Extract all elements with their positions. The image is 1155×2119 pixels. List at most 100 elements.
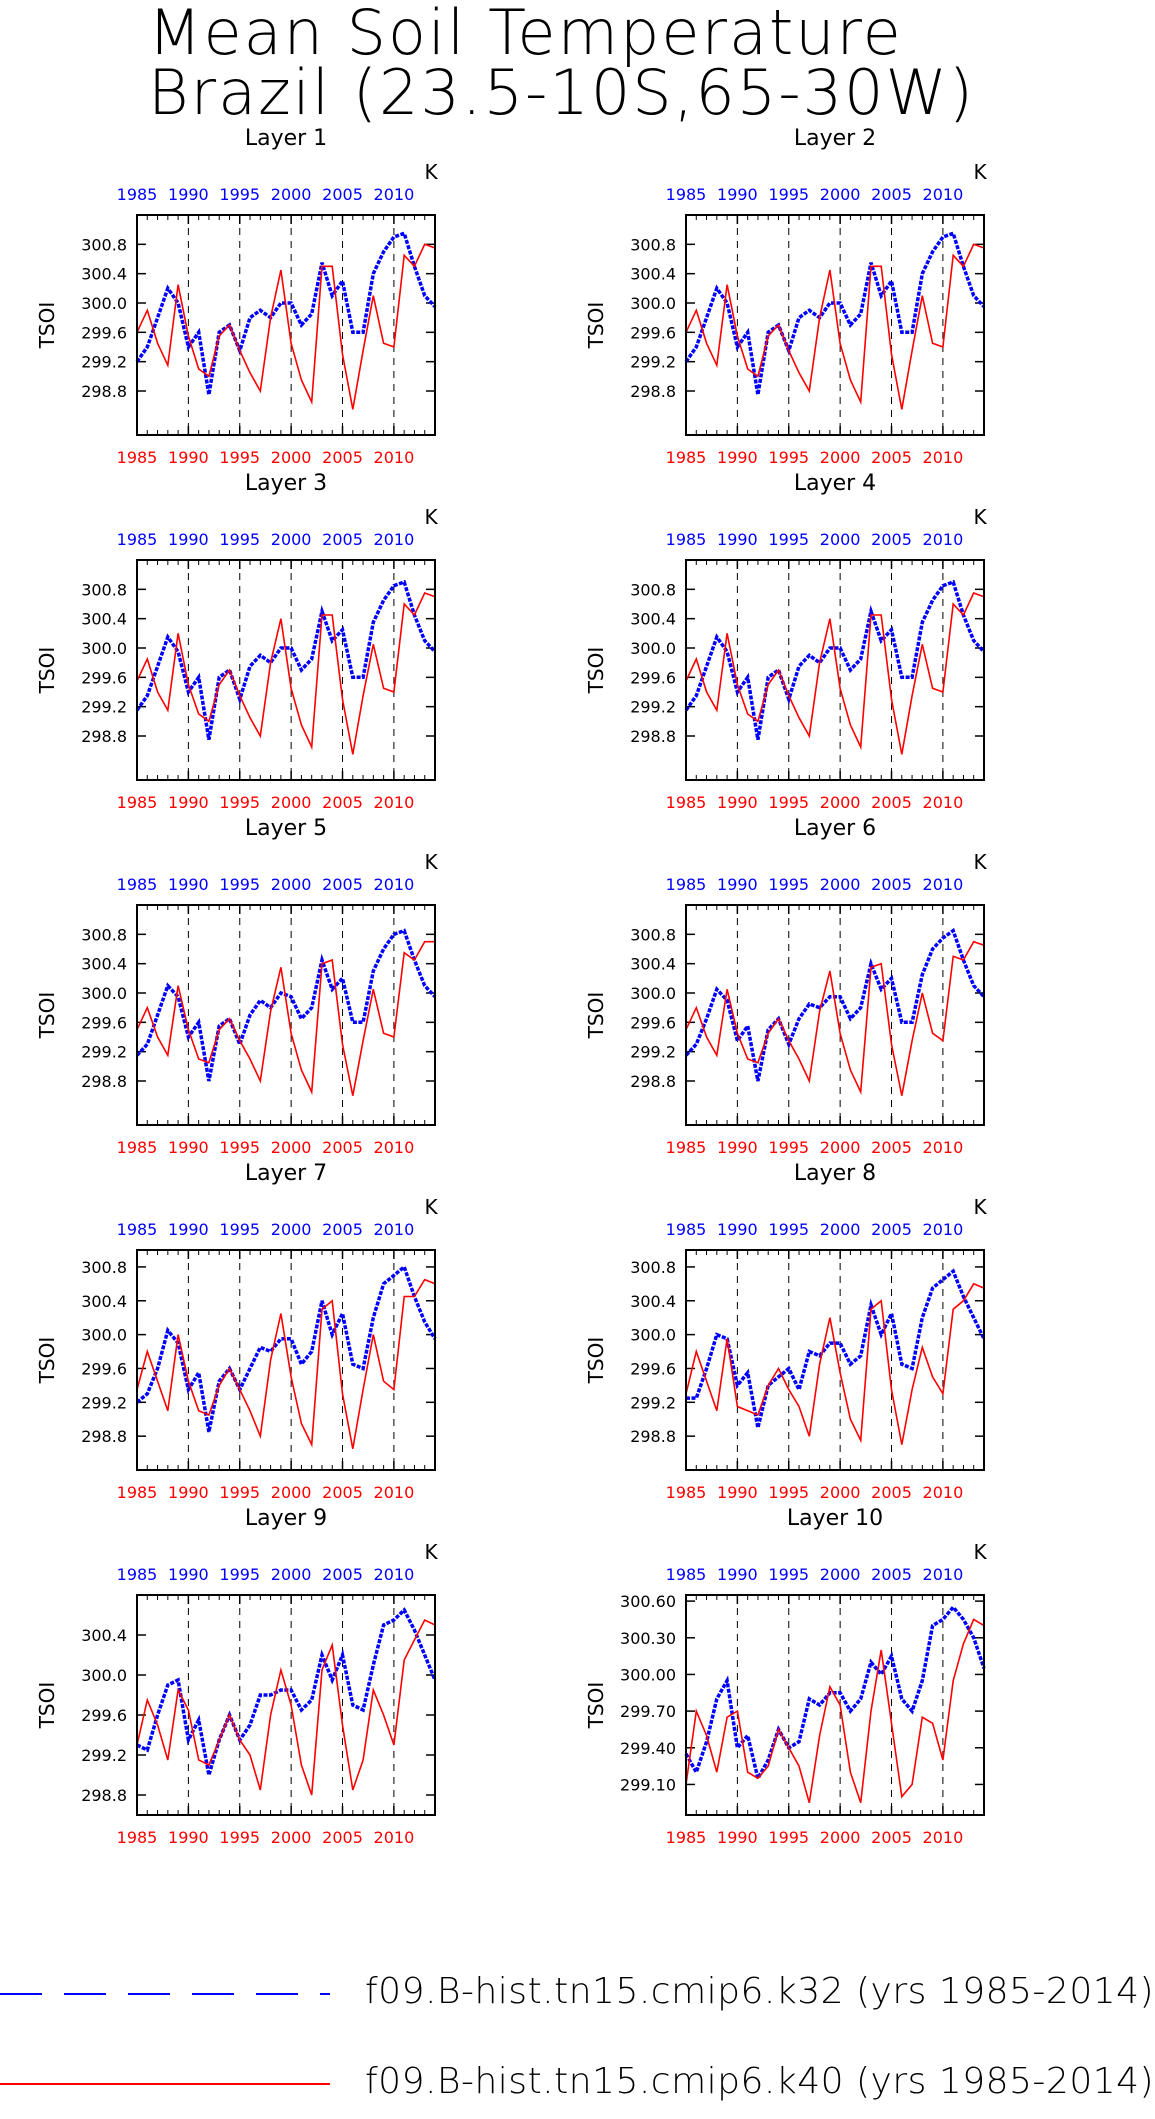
y-tick-label: 300.4 (81, 610, 127, 629)
x-tick-label-top: 2010 (374, 875, 415, 894)
y-tick-label: 300.0 (81, 1326, 127, 1345)
x-tick-label-bottom: 2010 (374, 1483, 415, 1502)
legend-label-k40: f09.B-hist.tn15.cmip6.k40 (yrs 1985-2014… (365, 2061, 1155, 2102)
series-line-k40 (685, 1618, 985, 1804)
x-tick-label-bottom: 1990 (168, 1138, 209, 1157)
series-line-k32 (135, 1263, 437, 1433)
x-tick-label-top: 2010 (374, 185, 415, 204)
y-tick-label: 299.2 (81, 353, 127, 372)
y-tick-label: 299.2 (81, 1043, 127, 1062)
x-tick-label-bottom: 1995 (768, 1828, 809, 1847)
x-tick-label-top: 1985 (117, 875, 158, 894)
y-axis-label: TSOI (584, 992, 608, 1040)
x-tick-label-top: 2000 (271, 1565, 312, 1584)
units-label: K (424, 1540, 438, 1564)
legend-swatch-k40 (0, 2083, 330, 2085)
plot-frame (685, 214, 985, 436)
plot-frame (136, 214, 436, 436)
plot-frame (136, 1594, 436, 1816)
x-tick-label-bottom: 1985 (117, 1828, 158, 1847)
x-tick-label-top: 1990 (717, 875, 758, 894)
x-tick-label-bottom: 2000 (820, 1138, 861, 1157)
x-tick-label-bottom: 1995 (219, 1483, 260, 1502)
chart-title-line-2: Brazil (23.5-10S,65-30W) (148, 56, 975, 129)
x-tick-label-bottom: 1985 (666, 448, 707, 467)
units-label: K (973, 850, 987, 874)
x-tick-label-top: 2005 (322, 185, 363, 204)
plot-frame (685, 1249, 985, 1471)
plot-frame (685, 904, 985, 1126)
x-tick-label-bottom: 1990 (168, 448, 209, 467)
x-tick-label-top: 1985 (666, 875, 707, 894)
x-tick-label-bottom: 1995 (219, 793, 260, 812)
y-tick-label: 300.4 (630, 610, 676, 629)
panel-title: Layer 9 (245, 1506, 327, 1531)
y-axis-label: TSOI (35, 1337, 59, 1385)
x-tick-label-bottom: 2010 (923, 793, 964, 812)
x-tick-label-top: 2000 (820, 1565, 861, 1584)
x-tick-label-top: 1985 (666, 185, 707, 204)
x-tick-label-bottom: 2010 (923, 1138, 964, 1157)
series-line-k40 (136, 243, 436, 410)
units-label: K (424, 160, 438, 184)
plot-frame (136, 559, 436, 781)
x-tick-label-bottom: 1995 (768, 1138, 809, 1157)
y-tick-label: 300.30 (620, 1629, 676, 1648)
x-tick-label-bottom: 2010 (374, 1828, 415, 1847)
series-line-k40 (136, 592, 436, 755)
x-tick-label-bottom: 2010 (923, 448, 964, 467)
x-tick-label-top: 2010 (923, 875, 964, 894)
y-tick-label: 298.8 (630, 727, 676, 746)
x-tick-label-top: 1985 (666, 530, 707, 549)
y-tick-label: 299.6 (630, 1013, 676, 1032)
x-tick-label-bottom: 2000 (271, 1138, 312, 1157)
panel-2: Layer 2 K TSOI 1985 1985 1990 1990 1995 1995 2000… (584, 126, 987, 467)
y-tick-label: 299.6 (81, 1706, 127, 1725)
series-line-k32 (684, 1604, 986, 1784)
x-tick-label-top: 2010 (923, 185, 964, 204)
x-tick-label-bottom: 1990 (717, 1138, 758, 1157)
x-tick-label-bottom: 1985 (666, 793, 707, 812)
y-tick-label: 300.4 (81, 265, 127, 284)
x-tick-label-top: 1985 (666, 1220, 707, 1239)
x-tick-label-bottom: 1995 (219, 448, 260, 467)
y-tick-label: 299.6 (630, 323, 676, 342)
series-line-k32 (684, 927, 986, 1082)
series-line-k32 (684, 579, 986, 740)
x-tick-label-top: 2000 (271, 530, 312, 549)
x-tick-label-top: 1995 (768, 875, 809, 894)
x-tick-label-top: 1985 (666, 1565, 707, 1584)
x-tick-label-bottom: 2010 (374, 1138, 415, 1157)
y-tick-label: 300.8 (81, 925, 127, 944)
y-tick-label: 298.8 (81, 1072, 127, 1091)
y-axis-label: TSOI (584, 1682, 608, 1730)
y-tick-label: 300.8 (81, 235, 127, 254)
x-tick-label-bottom: 2000 (820, 448, 861, 467)
panel-8: Layer 8 K TSOI 1985 1985 1990 1990 1995 1995 2000… (584, 1161, 987, 1502)
x-tick-label-bottom: 1995 (219, 1138, 260, 1157)
x-tick-label-bottom: 2005 (322, 1828, 363, 1847)
y-tick-label: 299.2 (81, 698, 127, 717)
y-tick-label: 300.8 (630, 925, 676, 944)
panel-10: Layer 10 K TSOI 1985 1985 1990 1990 1995 1995 200… (584, 1506, 987, 1847)
y-tick-label: 298.8 (81, 382, 127, 401)
x-tick-label-top: 2005 (322, 530, 363, 549)
x-tick-label-top: 2010 (923, 1220, 964, 1239)
x-tick-label-bottom: 2000 (820, 793, 861, 812)
y-tick-label: 299.6 (81, 668, 127, 687)
y-tick-label: 299.10 (620, 1775, 676, 1794)
panel-title: Layer 4 (794, 471, 876, 496)
y-tick-label: 298.8 (630, 1427, 676, 1446)
x-tick-label-bottom: 1990 (717, 793, 758, 812)
series-line-k40 (685, 592, 985, 755)
series-line-k40 (136, 1278, 436, 1449)
legend-swatch-k32 (0, 1993, 330, 1995)
x-tick-label-bottom: 2010 (923, 1483, 964, 1502)
x-tick-label-top: 2010 (923, 530, 964, 549)
x-tick-label-top: 1990 (168, 530, 209, 549)
y-tick-label: 300.4 (81, 955, 127, 974)
x-tick-label-bottom: 1995 (219, 1828, 260, 1847)
x-tick-label-top: 1995 (219, 530, 260, 549)
x-tick-label-top: 1995 (219, 185, 260, 204)
